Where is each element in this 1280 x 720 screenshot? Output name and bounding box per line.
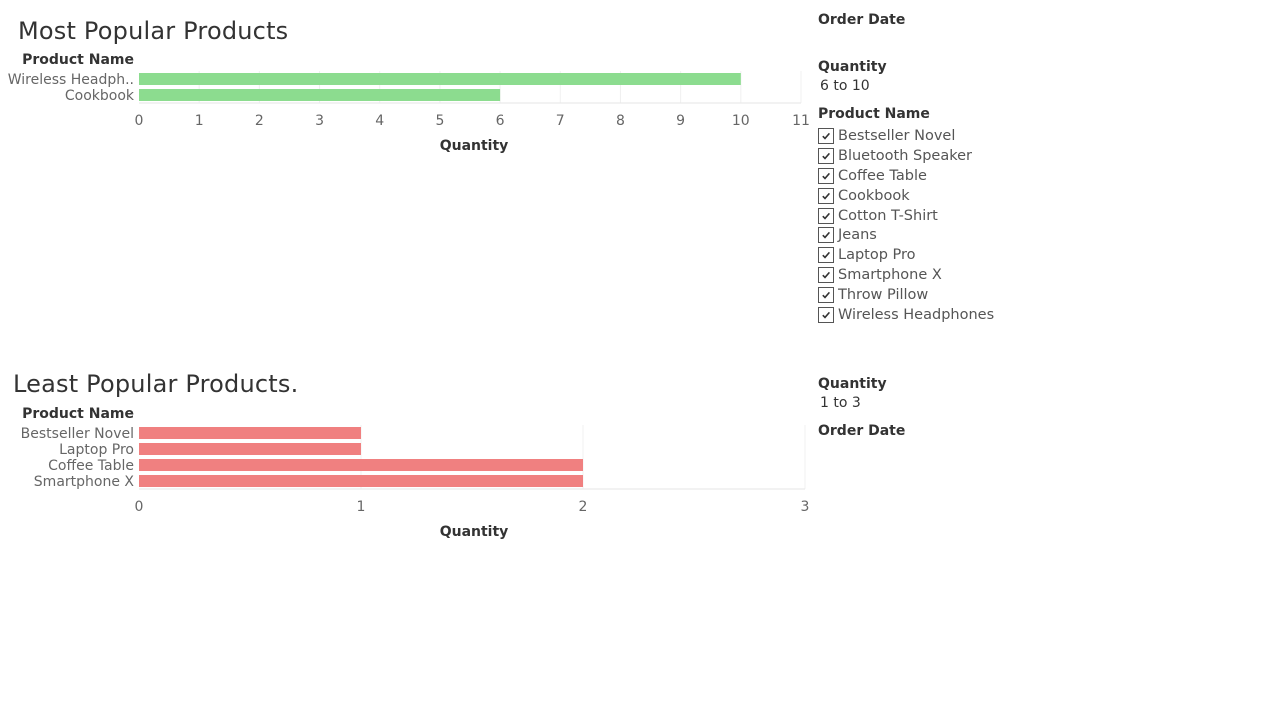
order-date-filter-top[interactable]: Order Date [818,12,905,28]
checkbox[interactable] [818,247,834,264]
filter-item[interactable]: Wireless Headphones [818,305,994,325]
most-popular-title: Most Popular Products [18,17,289,45]
check-icon [822,252,831,259]
checkbox[interactable] [818,306,834,323]
filter-item[interactable]: Throw Pillow [818,285,994,305]
checkbox[interactable] [818,227,834,244]
check-icon [822,291,831,299]
category-label: Bestseller Novel [21,426,134,442]
filter-item[interactable]: Smartphone X [818,265,994,285]
filter-item-label: Coffee Table [838,167,927,184]
dimension-header: Product Name [22,52,134,68]
x-tick-label: 3 [801,499,810,515]
x-tick-label: 4 [375,113,384,129]
x-tick-label: 9 [676,113,685,129]
quantity-filter-range[interactable]: 1 to 3 [820,395,861,411]
category-label: Smartphone X [34,474,135,490]
quantity-filter-top[interactable]: Quantity 6 to 10 [818,59,887,94]
filter-item[interactable]: Jeans [818,225,994,245]
x-tick-label: 7 [556,113,565,129]
checkbox[interactable] [818,127,834,144]
x-tick-label: 1 [357,499,366,515]
product-name-filter: Product Name Bestseller Novel Bluetooth S… [818,106,994,325]
filter-item-label: Cookbook [838,187,910,204]
filter-item-label: Wireless Headphones [838,306,995,323]
filter-item-label: Smartphone X [838,267,942,284]
check-icon [822,132,831,140]
filter-item[interactable]: Cookbook [818,186,994,206]
order-date-filter-title: Order Date [818,423,906,439]
x-axis-title: Quantity [440,138,509,154]
quantity-filter-range[interactable]: 6 to 10 [820,78,870,94]
filter-item-label: Bestseller Novel [838,127,956,144]
check-icon [822,311,831,319]
bar[interactable] [139,443,361,455]
filter-item[interactable]: Bestseller Novel [818,126,994,146]
x-tick-label: 1 [195,113,204,129]
quantity-filter-bottom[interactable]: Quantity 1 to 3 [818,376,887,411]
bar[interactable] [139,89,501,101]
check-icon [822,152,831,160]
quantity-filter-title: Quantity [818,376,887,392]
filter-item[interactable]: Laptop Pro [818,245,994,265]
check-icon [822,192,831,200]
dimension-header: Product Name [22,406,134,422]
x-tick-label: 0 [135,499,144,515]
filter-item-label: Laptop Pro [838,247,916,264]
checkbox[interactable] [818,267,834,284]
x-tick-label: 5 [435,113,444,129]
check-icon [822,232,831,239]
check-icon [822,172,831,180]
product-filter-list: Bestseller Novel Bluetooth Speaker Coffee … [818,126,994,325]
x-tick-label: 2 [579,499,588,515]
filter-item-label: Throw Pillow [838,287,929,304]
least-popular-title: Least Popular Products. [13,370,299,398]
category-label: Wireless Headph.. [8,72,134,88]
filter-item-label: Jeans [838,227,877,244]
checkbox[interactable] [818,287,834,304]
category-label: Cookbook [65,88,135,104]
x-tick-label: 11 [792,113,810,129]
bar[interactable] [139,459,583,471]
x-tick-label: 2 [255,113,264,129]
filter-item-label: Bluetooth Speaker [838,147,972,164]
filter-item[interactable]: Cotton T-Shirt [818,206,994,226]
x-tick-label: 8 [616,113,625,129]
order-date-filter-title: Order Date [818,12,906,28]
quantity-filter-title: Quantity [818,59,887,75]
check-icon [822,272,831,279]
x-tick-label: 0 [135,113,144,129]
checkbox[interactable] [818,167,834,184]
bar[interactable] [139,73,741,85]
checkbox[interactable] [818,187,834,204]
filter-item-label: Cotton T-Shirt [838,207,938,224]
x-tick-label: 3 [315,113,324,129]
bar[interactable] [139,475,583,487]
category-label: Laptop Pro [59,442,134,458]
category-label: Coffee Table [48,458,134,474]
x-tick-label: 10 [732,113,750,129]
bar[interactable] [139,427,361,439]
x-axis-title: Quantity [440,524,509,540]
product-name-filter-title: Product Name [818,106,930,122]
checkbox[interactable] [818,147,834,164]
check-icon [822,212,831,220]
filter-item[interactable]: Coffee Table [818,166,994,186]
x-tick-label: 6 [496,113,505,129]
order-date-filter-bottom[interactable]: Order Date [818,423,905,439]
checkbox[interactable] [818,207,834,224]
filter-item[interactable]: Bluetooth Speaker [818,146,994,166]
